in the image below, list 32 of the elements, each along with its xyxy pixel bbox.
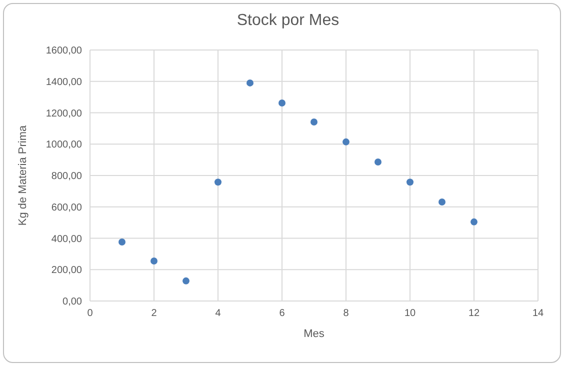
y-tick-label: 1200,00	[46, 108, 82, 120]
point	[246, 79, 254, 86]
point	[150, 257, 158, 264]
point	[214, 178, 222, 186]
y-tick-label: 1400,00	[46, 76, 82, 88]
point	[118, 238, 126, 246]
y-axis-title: Kg de Materia Prima	[16, 124, 29, 226]
x-tick-label: 6	[279, 308, 286, 320]
point	[278, 100, 286, 107]
point	[182, 277, 190, 284]
y-tick-label: 600,00	[51, 202, 82, 214]
x-tick-label: 10	[404, 308, 416, 320]
y-tick-label: 1600,00	[46, 46, 82, 57]
point	[310, 118, 318, 126]
y-tick-label: 400,00	[51, 234, 82, 245]
y-tick-label: 800,00	[51, 171, 82, 182]
x-tick-label: 8	[343, 308, 350, 320]
x-tick-label: 4	[215, 308, 222, 320]
point	[438, 198, 446, 206]
point	[406, 178, 414, 186]
y-tick-label: 200,00	[51, 265, 82, 276]
x-tick-label: 0	[87, 308, 94, 320]
x-tick-label: 12	[468, 308, 480, 320]
x-tick-label: 2	[151, 308, 158, 320]
x-tick-label: 14	[532, 308, 544, 320]
y-tick-label: 0,00	[62, 296, 82, 308]
point	[342, 138, 350, 146]
y-tick-label: 1000,00	[46, 140, 82, 151]
chart-title: Stock por Mes	[236, 12, 340, 30]
point	[470, 218, 478, 226]
x-axis-title: Mes	[304, 328, 325, 340]
point	[374, 158, 382, 166]
